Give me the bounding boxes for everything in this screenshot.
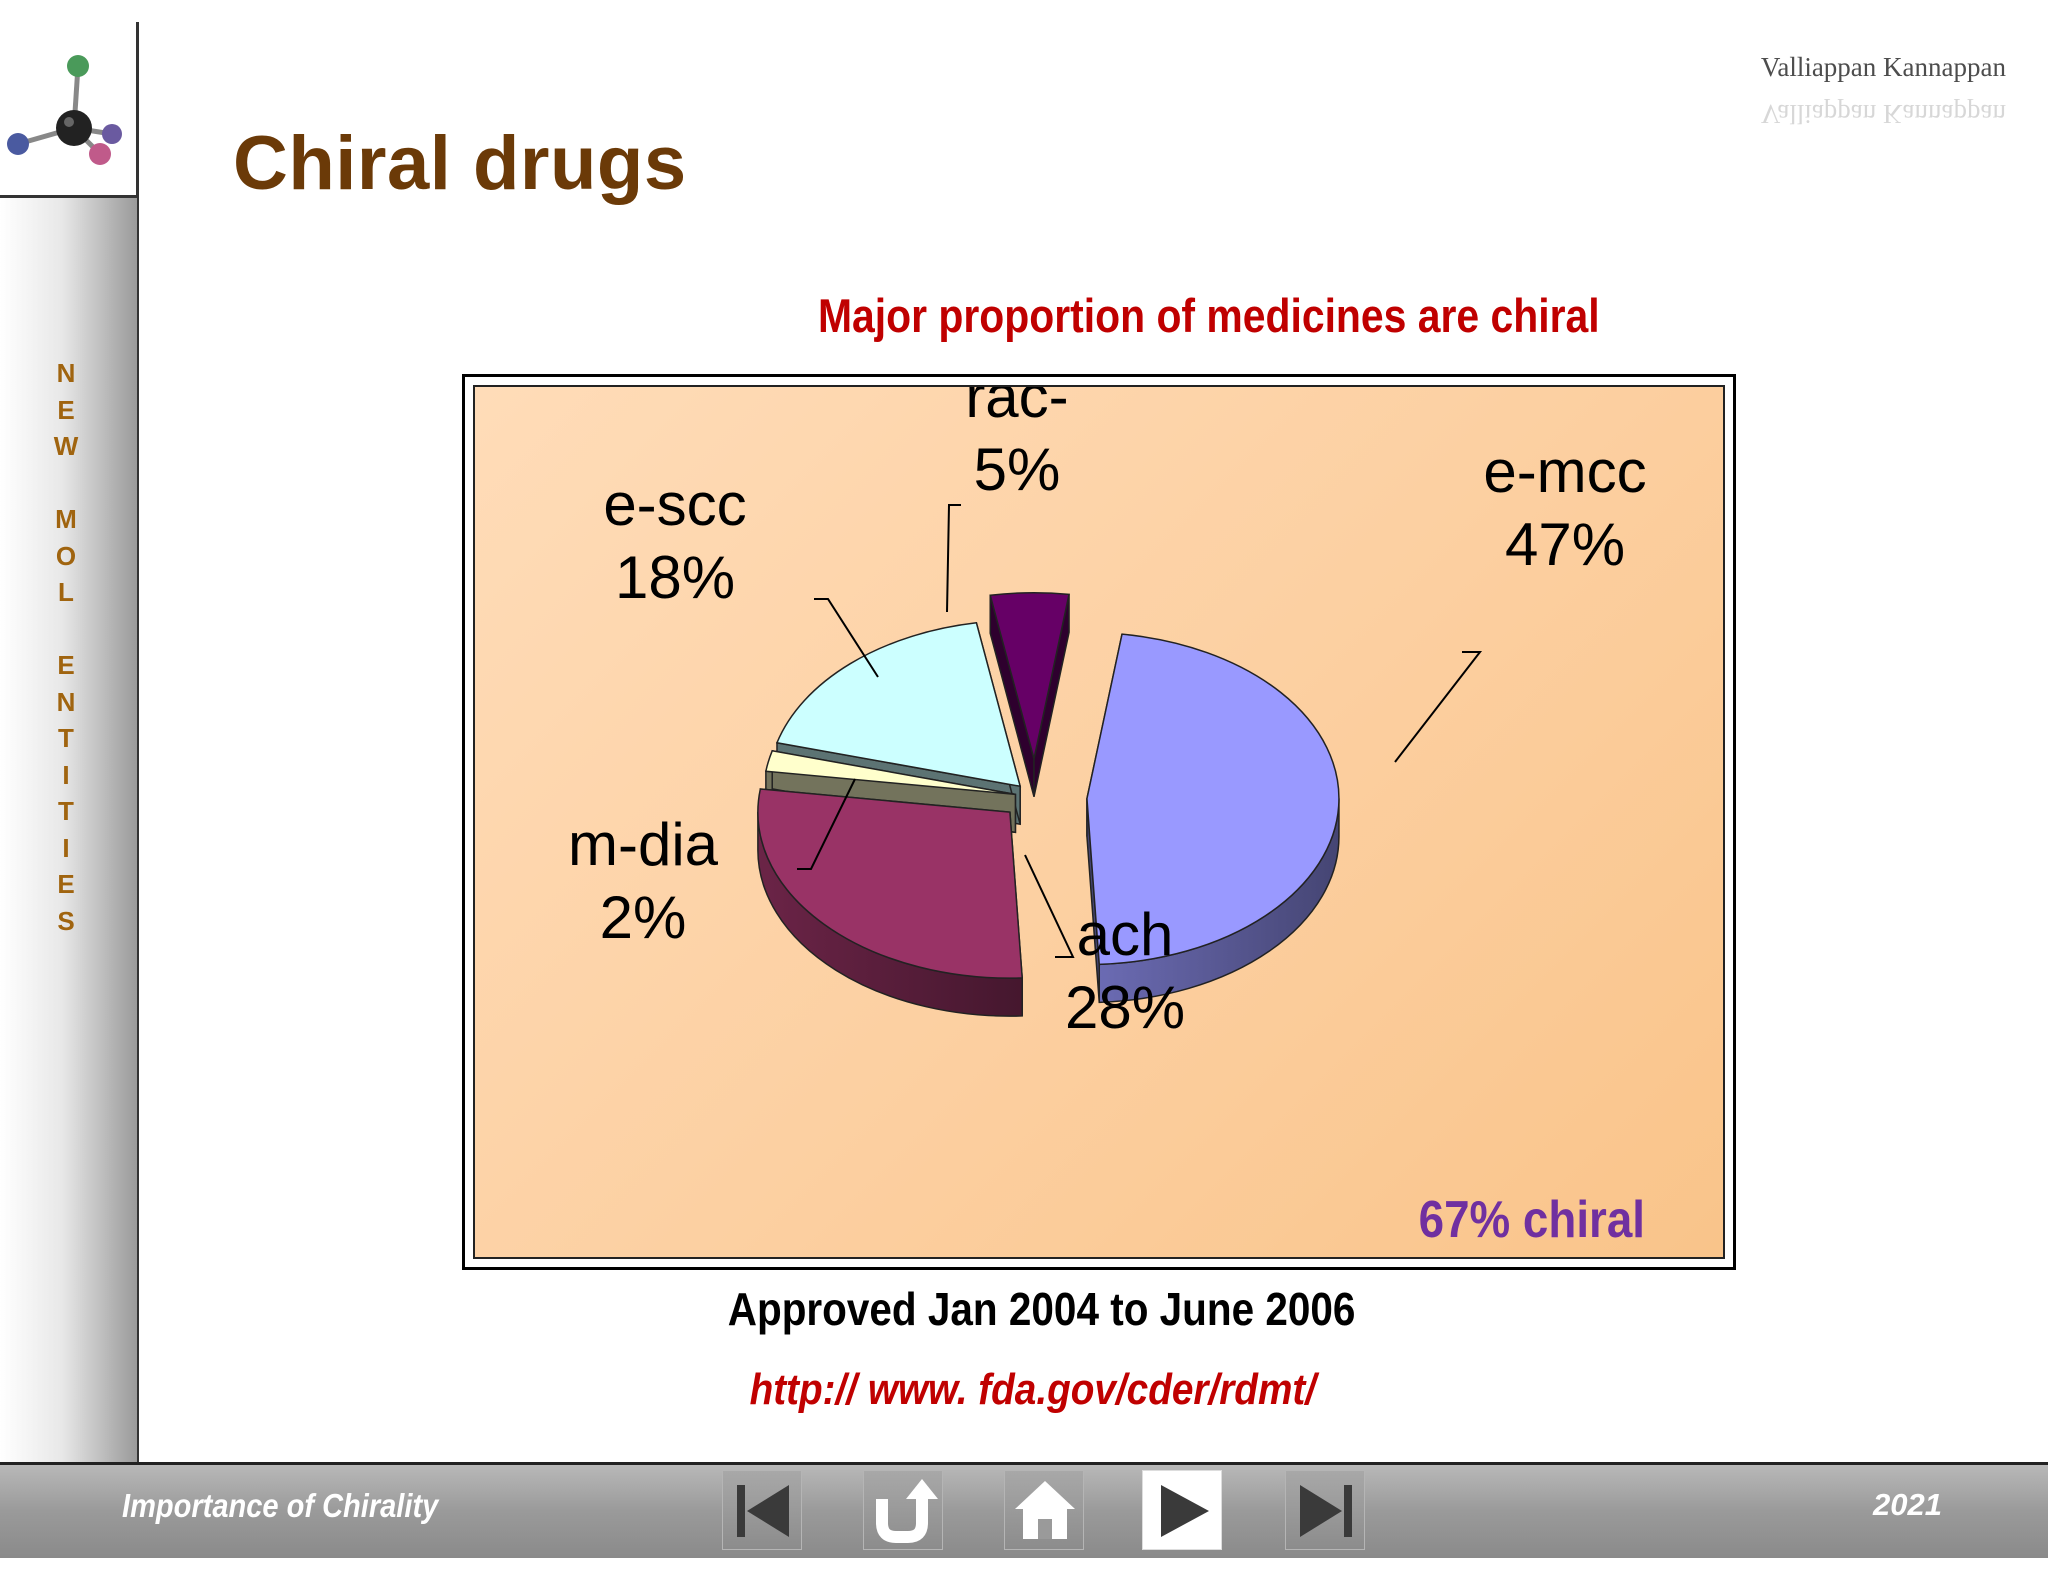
last-slide-button[interactable] — [1285, 1470, 1365, 1550]
sidebar — [0, 195, 137, 1465]
leader-line — [946, 504, 961, 613]
footer-bar: Importance of Chirality 2021 — [0, 1465, 2048, 1558]
slice-label: ach — [1077, 901, 1174, 968]
sidebar-letter: S — [57, 905, 75, 936]
sidebar-letter: M — [55, 504, 77, 534]
sidebar-letter: L — [58, 577, 74, 607]
pie-slice-emcc — [1086, 633, 1340, 1004]
slice-value-label: 28% — [1065, 974, 1185, 1041]
footer-year: 2021 — [1873, 1487, 1942, 1522]
leader-line — [1394, 651, 1483, 763]
pie-slice-ach — [757, 788, 1024, 1017]
sidebar-letter: E — [57, 869, 75, 899]
approval-caption: Approved Jan 2004 to June 2006 — [727, 1283, 1356, 1335]
sidebar-letter: O — [55, 540, 77, 571]
leader-line — [814, 598, 879, 678]
sidebar-letter: E — [57, 394, 75, 425]
sidebar-letter: E — [57, 650, 75, 680]
slice-label: e-scc — [603, 471, 746, 538]
chart-plot-area: e-mcc 47% ach 28% m-dia 2% e-scc 18% rac- 5% 67% c… — [473, 385, 1725, 1259]
footer-divider — [0, 1462, 2048, 1465]
leader-line — [1024, 854, 1075, 958]
return-button[interactable] — [863, 1470, 943, 1550]
slice-value-label: 18% — [615, 544, 735, 611]
sidebar-letter: T — [58, 723, 74, 753]
skip-to-last-icon — [1300, 1485, 1352, 1537]
sidebar-letter: W — [53, 431, 79, 461]
pie-slice-rac — [989, 592, 1070, 797]
source-url[interactable]: http:// www. fda.gov/cder/rdmt/ — [749, 1365, 1317, 1414]
chiral-annotation: 67% chiral — [1419, 1191, 1645, 1248]
skip-to-first-icon — [737, 1485, 789, 1537]
author-name: Valliappan Kannappan — [1760, 52, 2006, 82]
slice-label: m-dia — [568, 811, 719, 878]
play-next-icon — [1161, 1485, 1209, 1537]
sidebar-letter: N — [56, 686, 76, 717]
leader-line — [797, 778, 856, 870]
chart-frame: e-mcc 47% ach 28% m-dia 2% e-scc 18% rac- 5% 67% c… — [462, 374, 1736, 1270]
author-name-reflection: Valliappan Kannappan — [1760, 99, 2006, 129]
slice-label: rac- — [965, 387, 1068, 430]
slice-label: e-mcc — [1483, 438, 1646, 505]
slide-title: Chiral drugs — [233, 121, 687, 206]
slice-value-label: 47% — [1505, 511, 1625, 578]
slice-value-label: 5% — [974, 436, 1061, 503]
sidebar-letter: I — [62, 759, 70, 790]
first-slide-button[interactable] — [722, 1470, 802, 1550]
sidebar-letter: T — [58, 796, 74, 826]
home-icon — [1015, 1481, 1075, 1539]
next-slide-button[interactable] — [1142, 1470, 1222, 1550]
molecule-logo-icon — [7, 55, 122, 165]
chart-title: Major proportion of medicines are chiral — [818, 289, 1600, 342]
sidebar-letter — [48, 465, 84, 502]
sidebar-divider — [136, 22, 139, 1467]
sidebar-letter: N — [56, 358, 76, 388]
footer-title: Importance of Chirality — [122, 1487, 439, 1524]
slice-value-label: 2% — [600, 884, 687, 951]
sidebar-letter — [48, 611, 84, 648]
home-button[interactable] — [1004, 1470, 1084, 1550]
sidebar-letter: I — [62, 832, 70, 863]
return-arrow-icon — [876, 1479, 938, 1543]
